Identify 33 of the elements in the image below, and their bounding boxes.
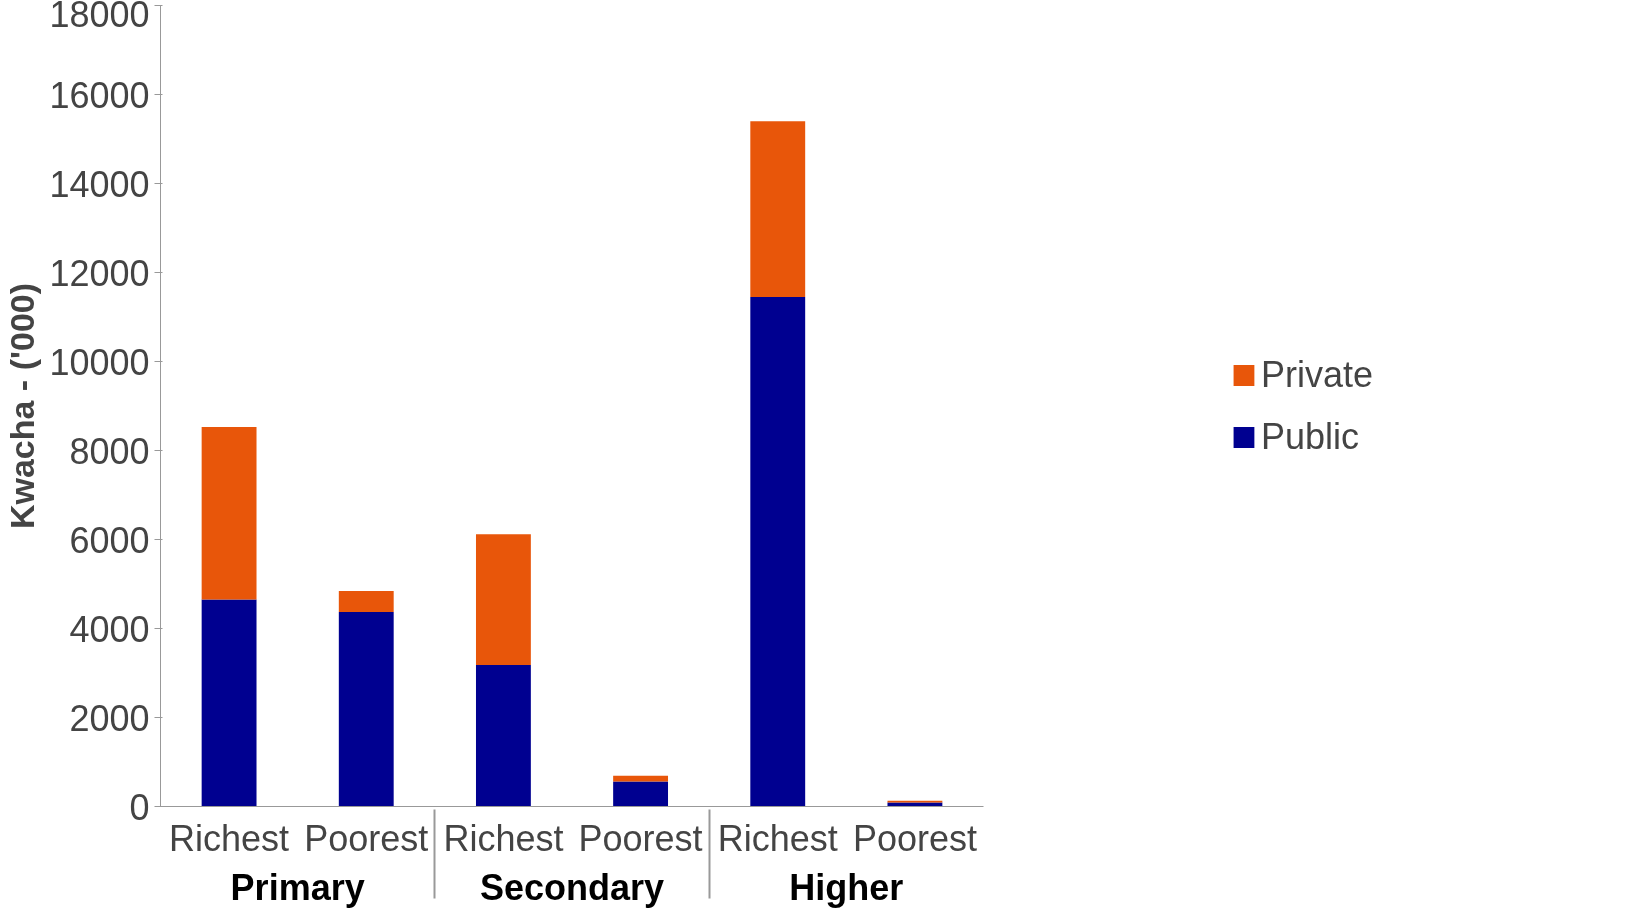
- y-tick-label: 4000: [69, 608, 150, 650]
- y-tick-label: 0: [129, 786, 150, 828]
- x-tick-label: Richest: [717, 817, 838, 859]
- x-tick-label: Richest: [169, 817, 290, 859]
- legend-label: Private: [1260, 353, 1374, 396]
- y-tick-label: 12000: [49, 252, 150, 294]
- y-tick-label: 8000: [69, 430, 150, 472]
- bar: [613, 775, 669, 782]
- y-axis-title: Kwacha - ('000): [3, 282, 42, 530]
- bar: [750, 296, 806, 807]
- y-tick-label: 2000: [69, 697, 150, 739]
- bar: [201, 426, 257, 600]
- y-tick-label: 6000: [69, 519, 150, 561]
- legend-label: Public: [1260, 415, 1360, 458]
- y-tick-label: 14000: [49, 163, 150, 205]
- text: Higher: [789, 866, 904, 908]
- bar: [887, 802, 943, 807]
- x-tick-label: Richest: [443, 817, 564, 859]
- bar: [338, 591, 394, 613]
- bar: [201, 599, 257, 807]
- bar: [750, 121, 806, 297]
- x-tick-label: Poorest: [304, 817, 429, 859]
- y-tick-label: 10000: [49, 341, 150, 383]
- x-tick-label: Poorest: [578, 817, 703, 859]
- bar: [613, 781, 669, 807]
- x-tick-label: Poorest: [852, 817, 977, 859]
- bar: [475, 664, 531, 807]
- y-tick-label: 18000: [49, 0, 150, 35]
- text: Primary: [230, 866, 365, 908]
- y-tick-label: 16000: [49, 74, 150, 116]
- text: Secondary: [479, 866, 665, 908]
- bar: [338, 612, 394, 807]
- bar: [475, 534, 531, 665]
